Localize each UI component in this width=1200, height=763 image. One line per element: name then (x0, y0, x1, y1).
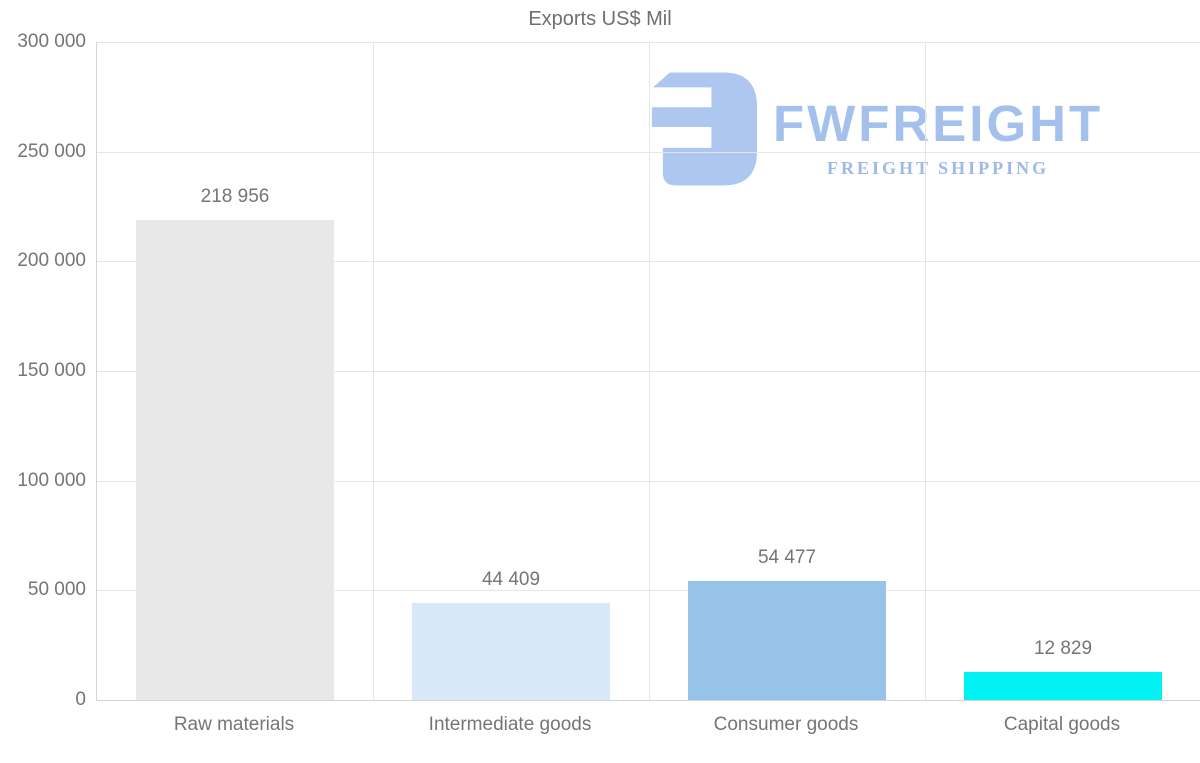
y-tick-label: 50 000 (27, 579, 86, 601)
x-axis: Raw materials Intermediate goods Consumer … (96, 700, 1200, 763)
fwfreight-logo-icon (651, 72, 757, 186)
gridline-horizontal (97, 371, 1200, 372)
y-tick-label: 200 000 (17, 250, 86, 272)
bar-intermediate-goods[interactable] (412, 603, 610, 700)
y-tick-label: 150 000 (17, 360, 86, 381)
gridline-horizontal (97, 151, 1200, 153)
gridline-horizontal (97, 590, 1200, 592)
value-label-intermediate-goods: 44 409 (481, 569, 541, 590)
gridline-horizontal (97, 261, 1200, 263)
x-label-capital-goods: Capital goods (1003, 714, 1121, 735)
bar-raw-materials[interactable] (136, 220, 334, 700)
value-label-capital-goods: 12 829 (1033, 638, 1093, 659)
gridline-horizontal (97, 480, 1200, 482)
x-label-raw-materials: Raw materials (173, 714, 295, 735)
value-label-raw-materials: 218 956 (200, 186, 270, 207)
bar-capital-goods[interactable] (964, 672, 1162, 700)
bar-consumer-goods[interactable] (688, 581, 886, 700)
value-label-consumer-goods: 54 477 (757, 547, 817, 568)
gridline-vertical (373, 42, 374, 700)
y-tick-label: 250 000 (17, 140, 86, 162)
gridline-vertical (925, 42, 926, 700)
watermark-logo: FWFREIGHT FREIGHT SHIPPING (648, 72, 1103, 186)
x-label-intermediate-goods: Intermediate goods (428, 714, 592, 735)
y-tick-label: 300 000 (17, 31, 86, 52)
logo-text: FWFREIGHT FREIGHT SHIPPING (773, 98, 1103, 179)
gridline-horizontal (97, 42, 1200, 43)
logo-tagline: FREIGHT SHIPPING (826, 158, 1050, 178)
y-axis: 0 50 000 100 000 150 000 200 000 250 000 300 0… (0, 0, 86, 763)
y-tick-label: 100 000 (17, 469, 86, 491)
chart-title: Exports US$ Mil (528, 8, 672, 30)
logo-brand-name: FWFREIGHT (773, 95, 1104, 152)
gridline-vertical (649, 42, 650, 700)
plot-area: 218 956 44 409 54 477 12 829 (96, 42, 1200, 701)
x-label-consumer-goods: Consumer goods (713, 714, 859, 735)
y-tick-label: 0 (75, 689, 86, 710)
